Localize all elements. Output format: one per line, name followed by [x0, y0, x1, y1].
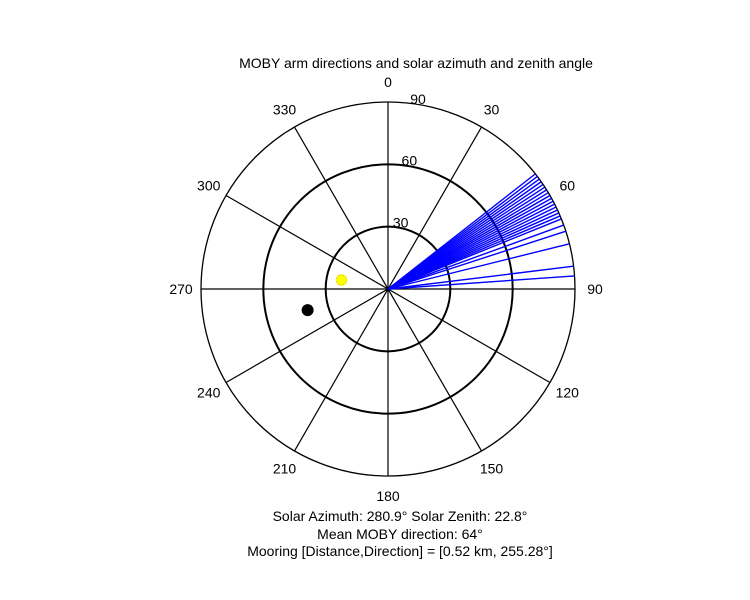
angle-label-210: 210 — [273, 460, 297, 476]
angle-label-0: 0 — [384, 74, 392, 90]
angle-label-90: 90 — [587, 281, 603, 297]
series-layer — [301, 173, 575, 317]
solar-marker-ray — [336, 275, 347, 285]
angle-label-120: 120 — [556, 385, 580, 401]
caption-mooring: Mooring [Distance,Direction] = [0.52 km,… — [247, 543, 553, 559]
moby-arm-line — [387, 218, 562, 290]
angle-label-30: 30 — [484, 102, 500, 118]
angle-label-60: 60 — [559, 178, 575, 194]
chart-title: MOBY arm directions and solar azimuth an… — [239, 55, 593, 71]
radial-label-90: 90 — [410, 91, 426, 107]
radial-label-30: 30 — [393, 214, 409, 230]
caption-solar: Solar Azimuth: 280.9° Solar Zenith: 22.8… — [272, 508, 528, 524]
angle-label-240: 240 — [197, 385, 221, 401]
moby-arm-line — [387, 265, 574, 290]
angle-label-330: 330 — [273, 102, 297, 118]
angle-label-270: 270 — [169, 281, 193, 297]
moby-arm-line — [387, 275, 575, 290]
caption-mean-direction: Mean MOBY direction: 64° — [317, 526, 483, 542]
moby-arm-line — [387, 243, 570, 290]
angle-label-300: 300 — [197, 178, 221, 194]
moby-arm-line — [387, 224, 564, 290]
moby-arm-line — [387, 230, 567, 290]
tick-labels: 0 30 60 90 120 150 180 210 240 270 300 330 30 60 90 — [169, 74, 603, 504]
solar-marker — [335, 274, 348, 287]
angle-label-150: 150 — [480, 460, 504, 476]
angle-label-180: 180 — [376, 488, 400, 504]
mooring-marker — [301, 304, 314, 317]
radial-label-60: 60 — [402, 153, 418, 169]
